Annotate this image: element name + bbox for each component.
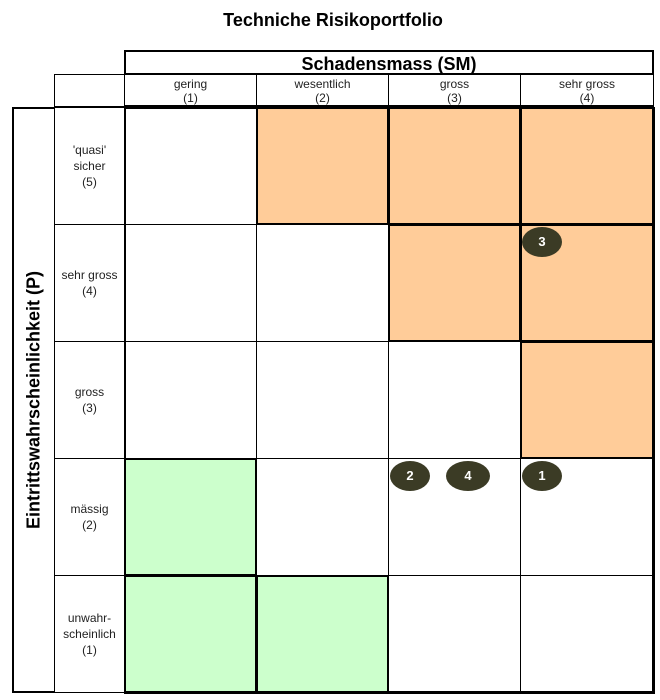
matrix-cell-p2-sm2 <box>256 458 389 576</box>
risk-marker-2: 2 <box>390 461 430 491</box>
matrix-cell-p5-sm1 <box>124 107 257 225</box>
row-header-label: mässig <box>70 502 109 516</box>
matrix-cell-p1-sm4 <box>520 575 655 694</box>
matrix-cell-p4-sm1 <box>124 224 257 342</box>
matrix-cell-p3-sm1 <box>124 341 257 459</box>
row-header-level: (4) <box>82 284 97 298</box>
matrix-cell-p4-sm3 <box>388 224 521 342</box>
matrix-cell-p2-sm1 <box>124 458 257 576</box>
row-header-level: (5) <box>82 175 97 189</box>
column-header-label: sehr gross <box>558 77 616 91</box>
column-header-3: gross (3) <box>388 74 521 107</box>
matrix-cell-p3-sm3 <box>388 341 521 459</box>
matrix-cell-p5-sm4 <box>520 107 655 225</box>
row-header-level: (3) <box>82 401 97 415</box>
column-header-label: gering <box>173 77 208 91</box>
row-header-5: 'quasi' sicher (5) <box>54 107 125 225</box>
risk-marker-1: 1 <box>522 461 562 491</box>
row-header-1: unwahr-scheinlich (1) <box>54 575 125 693</box>
row-header-level: (1) <box>82 643 97 657</box>
matrix-cell-p3-sm4 <box>520 341 655 459</box>
risk-marker-3: 3 <box>522 227 562 257</box>
matrix-cell-p1-sm2 <box>256 575 389 694</box>
risk-marker-4: 4 <box>446 461 490 491</box>
column-header-level: (1) <box>183 91 198 105</box>
row-header-level: (2) <box>82 518 97 532</box>
x-axis-title: Schadensmass (SM) <box>124 50 654 74</box>
matrix-cell-p3-sm2 <box>256 341 389 459</box>
row-header-3: gross (3) <box>54 341 125 459</box>
column-header-level: (3) <box>447 91 462 105</box>
column-header-level: (2) <box>315 91 330 105</box>
matrix-cell-p4-sm2 <box>256 224 389 342</box>
chart-title: Techniche Risikoportfolio <box>223 10 443 30</box>
column-header-1: gering (1) <box>124 74 257 107</box>
row-header-label: gross <box>74 385 105 399</box>
matrix-cell-p5-sm3 <box>388 107 521 225</box>
y-axis-title: Eintrittswahrscheinlichkeit (P) <box>23 270 44 530</box>
column-header-2: wesentlich (2) <box>256 74 389 107</box>
row-header-label: unwahr-scheinlich <box>63 611 116 641</box>
matrix-cell-p1-sm3 <box>388 575 521 694</box>
row-header-label: sehr gross <box>61 268 118 282</box>
column-header-label: gross <box>439 77 470 91</box>
column-header-label: wesentlich <box>294 77 351 91</box>
row-header-4: sehr gross (4) <box>54 224 125 342</box>
matrix-cell-p5-sm2 <box>256 107 389 225</box>
column-header-level: (4) <box>579 91 595 105</box>
column-header-4: sehr gross (4) <box>520 74 654 107</box>
header-corner <box>54 74 125 107</box>
matrix-cell-p1-sm1 <box>124 575 257 694</box>
row-header-label: 'quasi' sicher <box>72 143 107 173</box>
row-header-2: mässig (2) <box>54 458 125 576</box>
